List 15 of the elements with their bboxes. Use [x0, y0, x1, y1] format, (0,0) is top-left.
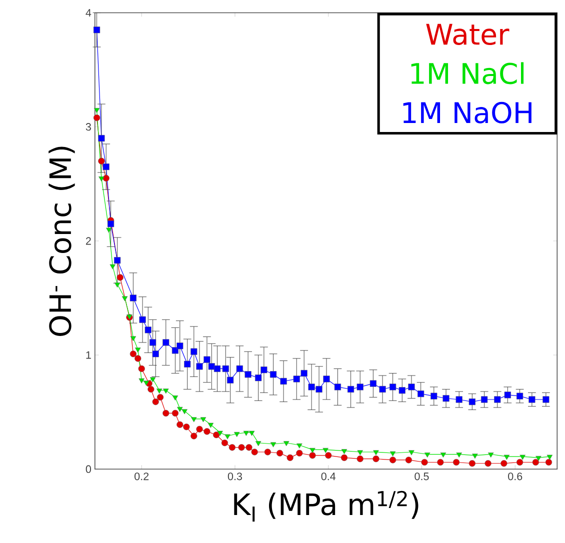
x-tick-label: 0.3: [228, 472, 242, 480]
x-axis-title: K$_{I}$ (MPa m$^{1/2}$): [234, 490, 418, 522]
text: 1M NaOH: [403, 102, 532, 124]
text: Water: [426, 24, 510, 46]
y-tick-label: 1: [86, 351, 91, 359]
y-axis-title: OH$^{-}$ Conc (M): [48, 146, 75, 336]
x-tick-label: 0.2: [134, 472, 149, 480]
x-tick-label: 0.4: [321, 472, 336, 480]
y-tick-label: 2: [86, 237, 91, 245]
y-tick-label: 3: [86, 123, 91, 131]
x-tick-label: 0.5: [414, 472, 429, 480]
y-tick-label: 0: [86, 465, 92, 473]
y-tick-label: 4: [86, 9, 92, 17]
text: 1M NaCl: [411, 62, 524, 84]
x-tick-label: 0.6: [508, 472, 522, 480]
